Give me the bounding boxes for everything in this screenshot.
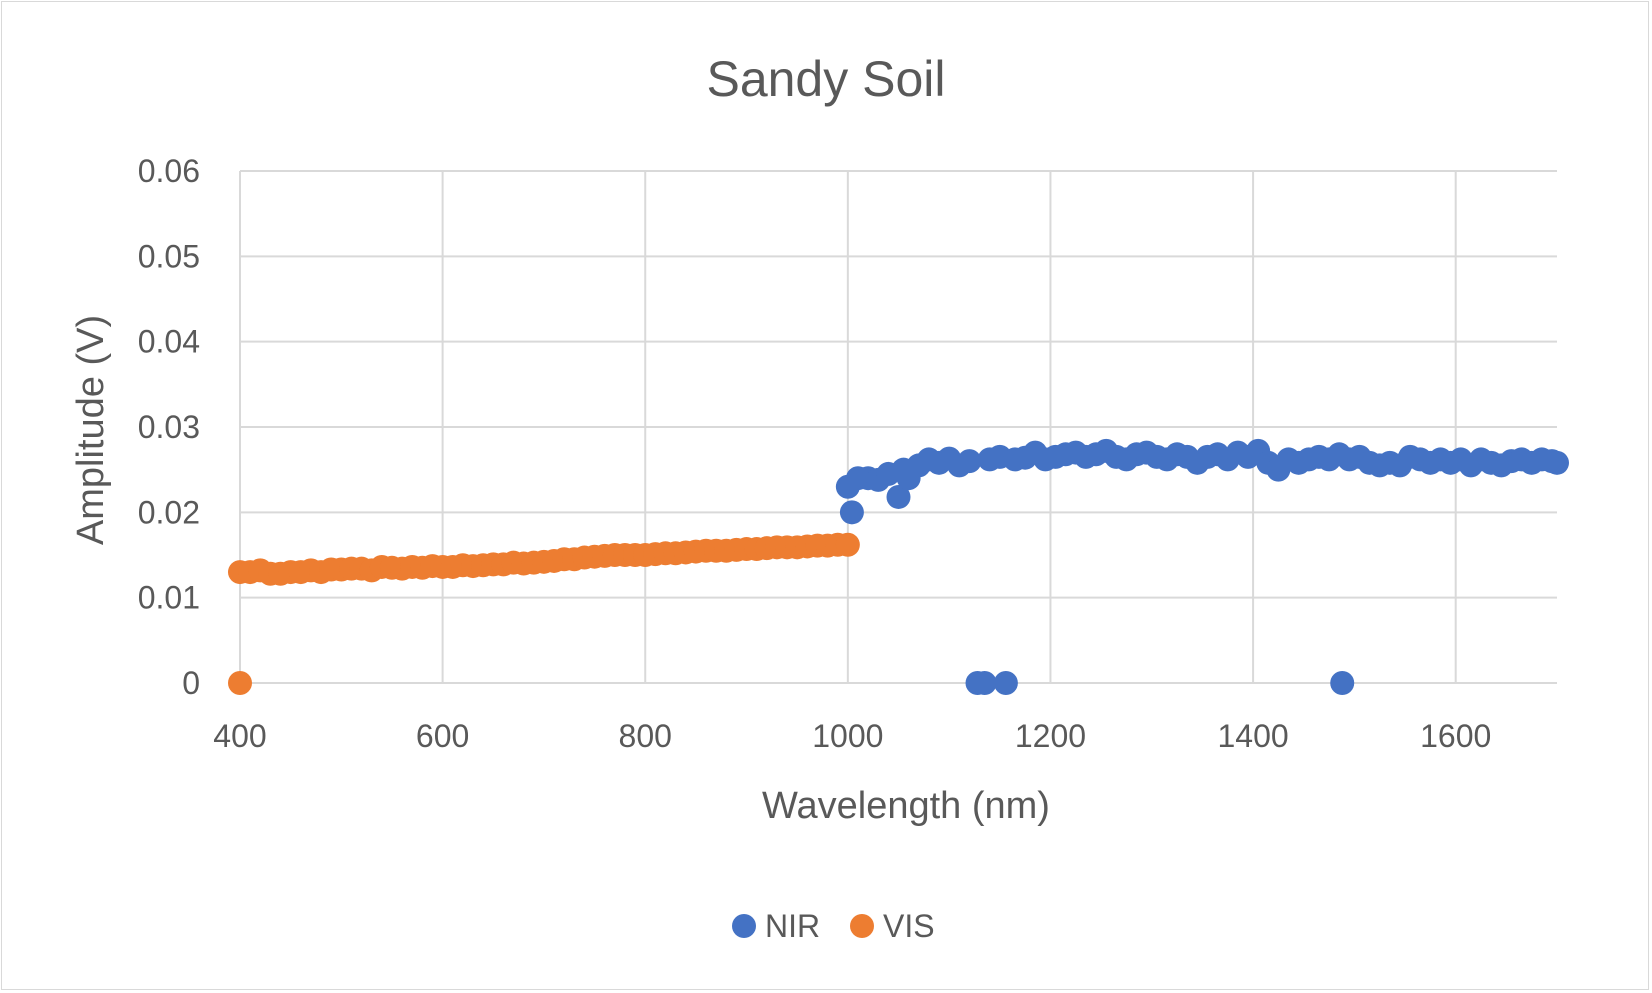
x-tick-label: 1400 xyxy=(1217,718,1288,754)
data-point-nir xyxy=(839,500,864,525)
gridlines xyxy=(239,170,1557,684)
data-point-nir xyxy=(972,671,997,695)
x-tick-label: 1600 xyxy=(1420,718,1491,754)
y-tick-label: 0 xyxy=(182,665,200,701)
x-tick-label: 400 xyxy=(213,718,266,754)
x-tick-label: 1000 xyxy=(812,718,883,754)
data-point-nir xyxy=(993,671,1018,695)
x-axis-ticks: 400 600 800 1000 1200 1400 1600 xyxy=(213,718,1491,754)
y-tick-label: 0.01 xyxy=(138,580,200,616)
x-tick-label: 800 xyxy=(619,718,672,754)
x-tick-label: 1200 xyxy=(1015,718,1086,754)
y-tick-label: 0.05 xyxy=(138,238,200,274)
series-vis xyxy=(228,532,860,695)
data-point-vis xyxy=(835,532,860,557)
y-tick-label: 0.03 xyxy=(138,409,200,445)
data-point-nir xyxy=(957,449,982,474)
data-point-nir xyxy=(886,484,911,509)
chart-title: Sandy Soil xyxy=(706,51,945,107)
series-nir xyxy=(835,438,1569,695)
legend-nir-label: NIR xyxy=(765,908,820,944)
x-axis-label: Wavelength (nm) xyxy=(762,785,1050,827)
y-axis-label: Amplitude (V) xyxy=(70,315,112,545)
data-point-vis xyxy=(228,671,252,695)
x-tick-label: 600 xyxy=(416,718,469,754)
y-tick-label: 0.06 xyxy=(138,153,200,189)
legend-vis-label: VIS xyxy=(883,908,935,944)
legend-vis-marker xyxy=(850,914,874,938)
y-tick-label: 0.04 xyxy=(138,324,200,360)
data-point-nir xyxy=(1545,450,1569,475)
y-axis-ticks: 0 0.01 0.02 0.03 0.04 0.05 0.06 xyxy=(138,153,200,701)
y-tick-label: 0.02 xyxy=(138,494,200,530)
data-point-nir xyxy=(1330,671,1355,695)
legend: NIR VIS xyxy=(732,908,935,944)
legend-nir-marker xyxy=(732,914,756,938)
